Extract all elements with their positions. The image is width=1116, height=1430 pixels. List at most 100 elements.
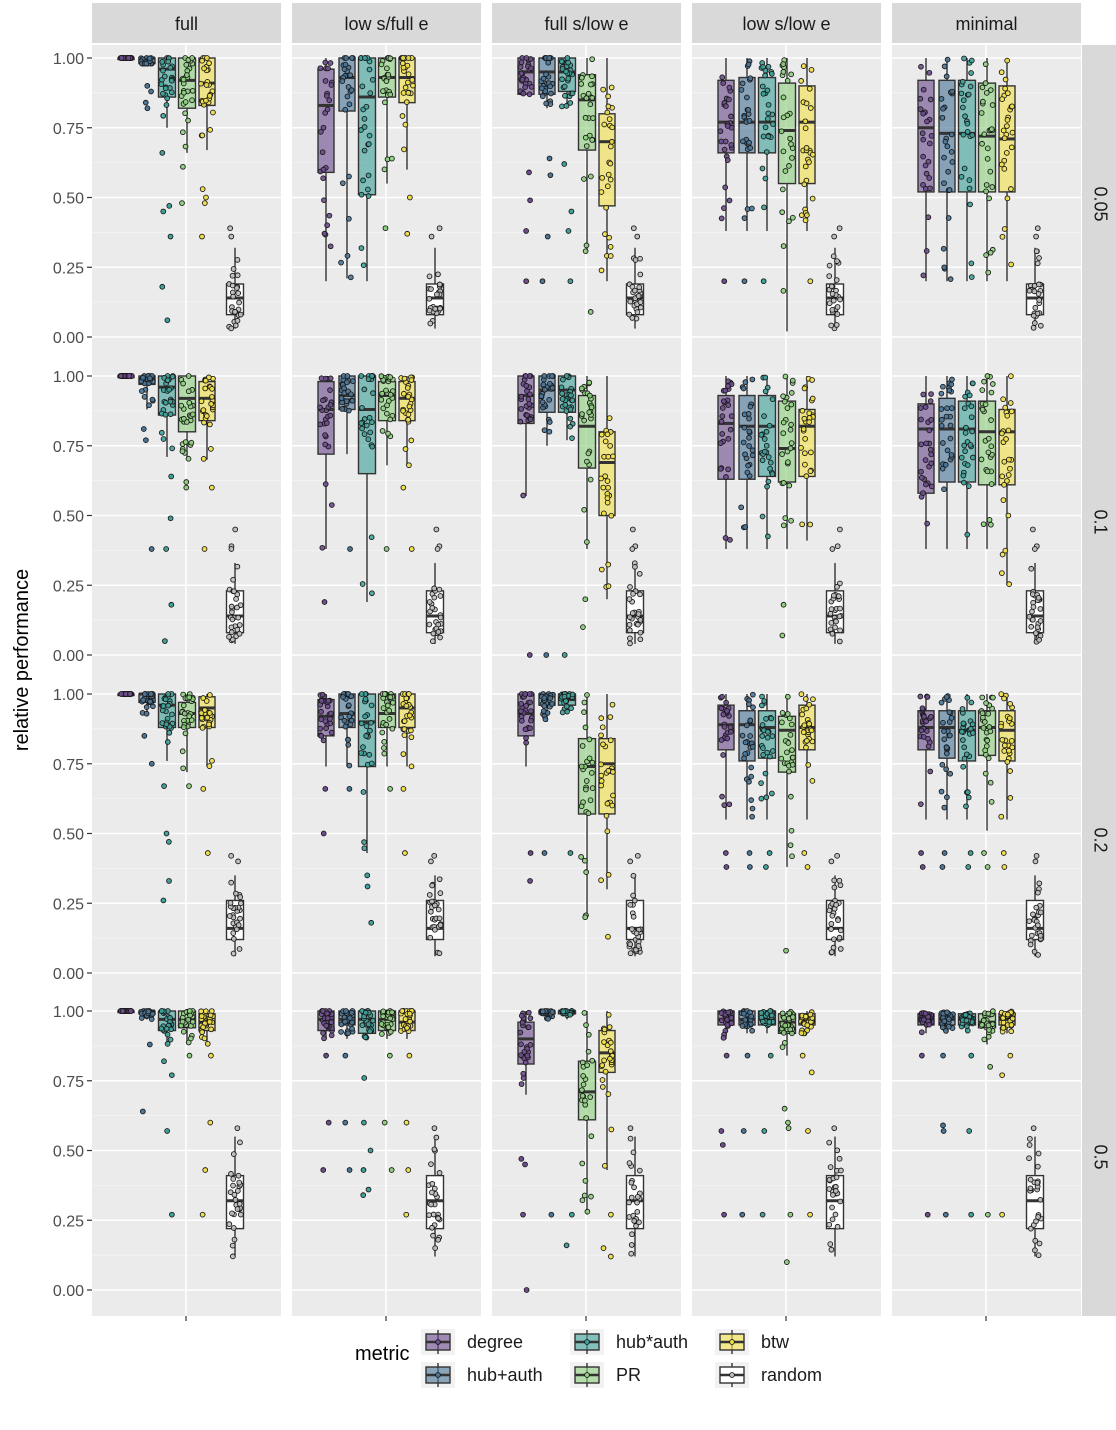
data-point <box>189 87 196 94</box>
data-point <box>767 465 773 472</box>
outlier-point <box>403 1211 410 1218</box>
data-point <box>941 804 948 811</box>
data-point <box>964 531 971 538</box>
outlier-point <box>546 155 553 162</box>
data-point <box>540 381 547 388</box>
box-random <box>425 852 445 957</box>
data-point <box>836 1155 843 1162</box>
data-point <box>1035 594 1042 601</box>
data-point <box>405 411 412 418</box>
data-point <box>358 127 364 133</box>
facet-panel <box>892 363 1081 681</box>
data-point <box>140 697 147 703</box>
data-point <box>549 701 555 707</box>
data-point <box>164 1031 171 1038</box>
data-point <box>948 149 955 155</box>
data-point <box>918 801 924 808</box>
data-point <box>828 283 835 290</box>
data-point <box>426 295 433 302</box>
data-point <box>719 405 726 411</box>
data-point <box>521 1049 528 1055</box>
data-point <box>746 415 752 422</box>
data-point <box>1026 918 1033 925</box>
data-point <box>780 430 787 437</box>
data-point <box>781 1014 787 1021</box>
data-point <box>720 1034 727 1041</box>
data-point <box>966 177 973 183</box>
data-point <box>761 204 767 211</box>
data-point <box>828 619 835 626</box>
data-point <box>346 713 353 720</box>
data-point <box>979 710 986 717</box>
data-point <box>837 296 843 303</box>
facet-panel <box>692 45 881 363</box>
outlier-point <box>630 225 637 232</box>
y-tick-label: 0.50 <box>53 827 84 844</box>
outlier-point <box>160 208 167 215</box>
data-point <box>360 177 366 184</box>
data-point <box>169 711 175 718</box>
data-point <box>1000 1025 1007 1031</box>
data-point <box>939 114 946 121</box>
data-point <box>387 91 394 98</box>
row-strip-label: 0.5 <box>1090 1144 1110 1169</box>
data-point <box>200 695 207 701</box>
box-random <box>425 225 445 329</box>
data-point <box>918 474 925 481</box>
data-point <box>370 390 376 397</box>
outlier-point <box>767 1052 774 1059</box>
data-point <box>528 65 534 72</box>
data-point <box>782 515 789 521</box>
outlier-point <box>322 786 329 792</box>
data-point <box>724 1022 731 1028</box>
outlier-point <box>186 783 192 789</box>
data-point <box>583 95 590 102</box>
data-point <box>1006 456 1012 463</box>
data-point <box>541 695 548 701</box>
data-point <box>323 1022 330 1029</box>
data-point <box>968 699 975 706</box>
outlier-point <box>342 1119 349 1126</box>
data-point <box>1001 695 1007 702</box>
data-point <box>569 435 575 442</box>
data-point <box>607 737 614 744</box>
data-point <box>828 606 835 612</box>
data-point <box>410 82 416 89</box>
data-point <box>964 128 971 135</box>
data-point <box>941 180 947 187</box>
data-point <box>528 84 535 90</box>
data-point <box>727 724 734 731</box>
data-point <box>387 1015 393 1022</box>
data-point <box>987 728 994 735</box>
data-point <box>1027 1176 1034 1183</box>
data-point <box>539 399 546 406</box>
data-point <box>369 443 376 450</box>
data-point <box>381 750 388 757</box>
outlier-point <box>801 850 808 856</box>
data-point <box>943 744 950 751</box>
data-point <box>718 737 725 743</box>
facet-panel <box>92 681 281 999</box>
data-point <box>163 102 170 108</box>
outlier-point <box>381 1119 388 1126</box>
data-point <box>361 115 368 122</box>
data-point <box>920 733 927 740</box>
data-point <box>833 1174 840 1181</box>
data-point <box>581 176 587 182</box>
data-point <box>608 84 615 91</box>
data-point <box>605 453 612 460</box>
data-point <box>528 717 534 724</box>
data-point <box>942 138 949 145</box>
legend-key-point <box>584 1372 590 1378</box>
data-point <box>627 640 633 647</box>
outlier-point <box>1001 864 1008 870</box>
data-point <box>983 90 990 96</box>
data-point <box>230 1225 237 1231</box>
data-point <box>381 738 388 745</box>
outlier-point <box>201 546 208 552</box>
data-point <box>578 803 585 810</box>
facet-panel <box>292 681 481 999</box>
box-degree <box>717 58 735 285</box>
data-point <box>758 432 765 438</box>
outlier-point <box>808 1069 815 1076</box>
